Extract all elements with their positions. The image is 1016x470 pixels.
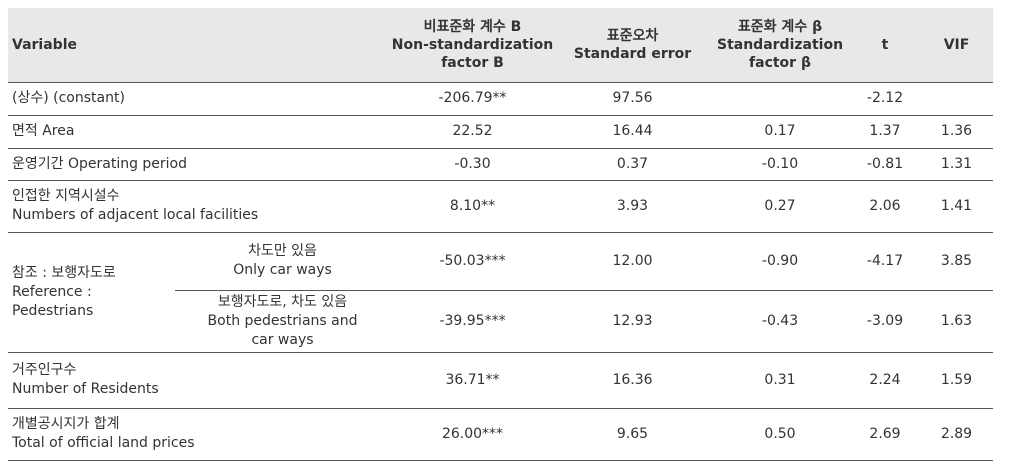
cell-line: factor β xyxy=(749,54,811,71)
row-label: 면적 Area xyxy=(8,114,391,148)
header-row: Variable 비표준화 계수 B Non-standardization fact… xyxy=(8,8,994,82)
table-row: (상수) (constant) -206.79** 97.56 -2.12 xyxy=(8,81,994,115)
table-body: (상수) (constant) -206.79** 97.56 -2.12 면적 Are… xyxy=(8,81,994,461)
cell-line: Pedestrians xyxy=(12,302,94,319)
table-row: 보행자도로, 차도 있음 Both pedestrians and car ways… xyxy=(8,289,994,352)
value-cell: 16.44 xyxy=(555,114,711,148)
cell-line: factor B xyxy=(441,54,504,71)
value-cell: 2.24 xyxy=(850,351,921,408)
value-cell: 3.85 xyxy=(920,231,994,290)
row-label: 보행자도로, 차도 있음 Both pedestrians and car ways xyxy=(175,289,391,352)
table-row: 인접한 지역시설수 Numbers of adjacent local facil… xyxy=(8,179,994,232)
cell-line: Numbers of adjacent local facilities xyxy=(12,207,259,223)
value-cell: 2.06 xyxy=(850,179,921,232)
value-cell: 26.00*** xyxy=(390,407,556,461)
cell-line: Standard error xyxy=(573,45,692,62)
value-cell: -206.79** xyxy=(390,81,556,115)
value-cell: 0.50 xyxy=(710,407,851,461)
value-cell: 12.00 xyxy=(555,231,711,290)
value-cell: 16.36 xyxy=(555,351,711,408)
table-row: 참조 : 보행자도로 Reference : Pedestrians 차도만 있음 On… xyxy=(8,231,994,352)
cell-line: (상수) (constant) xyxy=(12,90,125,106)
value-cell: 12.93 xyxy=(555,289,711,352)
value-cell xyxy=(920,81,994,115)
cell-line: Number of Residents xyxy=(12,381,159,397)
cell-line: Total of official land prices xyxy=(12,435,195,451)
value-cell: -50.03*** xyxy=(390,231,556,290)
cell-line: car ways xyxy=(251,331,314,348)
value-cell: -39.95*** xyxy=(390,289,556,352)
cell-line: 인접한 지역시설수 xyxy=(12,188,120,204)
table-header: Variable 비표준화 계수 B Non-standardization fact… xyxy=(8,8,994,82)
header-cell: 표준오차 Standard error xyxy=(555,8,711,82)
value-cell: 2.89 xyxy=(920,407,994,461)
value-cell: 0.37 xyxy=(555,147,711,180)
cell-line: 거주인구수 xyxy=(12,362,77,378)
cell-line: 면적 Area xyxy=(12,123,75,139)
value-cell: 0.27 xyxy=(710,179,851,232)
row-label: 거주인구수 Number of Residents xyxy=(8,351,391,408)
cell-line: 표준오차 xyxy=(606,27,659,44)
value-cell: 2.69 xyxy=(850,407,921,461)
value-cell: -0.43 xyxy=(710,289,851,352)
cell-line: Variable xyxy=(12,36,77,53)
value-cell: 1.63 xyxy=(920,289,994,352)
cell-line: t xyxy=(881,36,889,53)
value-cell: 1.37 xyxy=(850,114,921,148)
value-cell: 0.31 xyxy=(710,351,851,408)
cell-line: VIF xyxy=(943,36,970,53)
value-cell: 36.71** xyxy=(390,351,556,408)
cell-line: Reference : xyxy=(12,283,92,300)
header-cell: t xyxy=(850,8,921,82)
value-cell: -2.12 xyxy=(850,81,921,115)
row-label: 운영기간 Operating period xyxy=(8,147,391,180)
row-label: 인접한 지역시설수 Numbers of adjacent local facil… xyxy=(8,179,391,232)
cell-line: 표준화 계수 β xyxy=(737,18,823,35)
cell-line: Only car ways xyxy=(233,262,332,278)
value-cell: 0.17 xyxy=(710,114,851,148)
value-cell: -0.90 xyxy=(710,231,851,290)
value-cell: -4.17 xyxy=(850,231,921,290)
cell-line: 차도만 있음 xyxy=(248,243,317,259)
value-cell: 1.31 xyxy=(920,147,994,180)
value-cell: 8.10** xyxy=(390,179,556,232)
header-cell: VIF xyxy=(920,8,994,82)
row-label: 개별공시지가 합계 Total of official land prices xyxy=(8,407,391,461)
value-cell: 97.56 xyxy=(555,81,711,115)
value-cell: 22.52 xyxy=(390,114,556,148)
regression-table: Variable 비표준화 계수 B Non-standardization fact… xyxy=(8,8,994,461)
cell-line: Both pedestrians and xyxy=(207,312,358,329)
value-cell: 9.65 xyxy=(555,407,711,461)
value-cell: -0.30 xyxy=(390,147,556,180)
value-cell: -0.10 xyxy=(710,147,851,180)
table-row: 거주인구수 Number of Residents 36.71** 16.36 0.31… xyxy=(8,351,994,408)
header-cell: 비표준화 계수 B Non-standardization factor B xyxy=(390,8,556,82)
table-row: 면적 Area 22.52 16.44 0.17 1.37 1.36 xyxy=(8,114,994,148)
cell-line: Standardization xyxy=(716,36,844,53)
value-cell: -0.81 xyxy=(850,147,921,180)
cell-line: 운영기간 Operating period xyxy=(12,155,188,172)
value-cell xyxy=(710,81,851,115)
row-label: 차도만 있음 Only car ways xyxy=(175,231,391,290)
value-cell: 1.36 xyxy=(920,114,994,148)
value-cell: 3.93 xyxy=(555,179,711,232)
cell-line: 보행자도로, 차도 있음 xyxy=(217,293,348,310)
cell-line: 비표준화 계수 B xyxy=(423,18,522,35)
table-row: 개별공시지가 합계 Total of official land prices 26… xyxy=(8,407,994,461)
header-cell: 표준화 계수 β Standardization factor β xyxy=(710,8,851,82)
cell-line: 참조 : 보행자도로 xyxy=(12,264,116,281)
value-cell: 1.59 xyxy=(920,351,994,408)
table-row: 운영기간 Operating period -0.30 0.37 -0.10 -0.81… xyxy=(8,147,994,180)
header-cell: Variable xyxy=(8,8,391,82)
row-label: (상수) (constant) xyxy=(8,81,391,115)
group-label: 참조 : 보행자도로 Reference : Pedestrians xyxy=(8,231,175,352)
value-cell: 1.41 xyxy=(920,179,994,232)
cell-line: 개별공시지가 합계 xyxy=(12,416,120,432)
cell-line: Non-standardization xyxy=(391,36,554,53)
value-cell: -3.09 xyxy=(850,289,921,352)
